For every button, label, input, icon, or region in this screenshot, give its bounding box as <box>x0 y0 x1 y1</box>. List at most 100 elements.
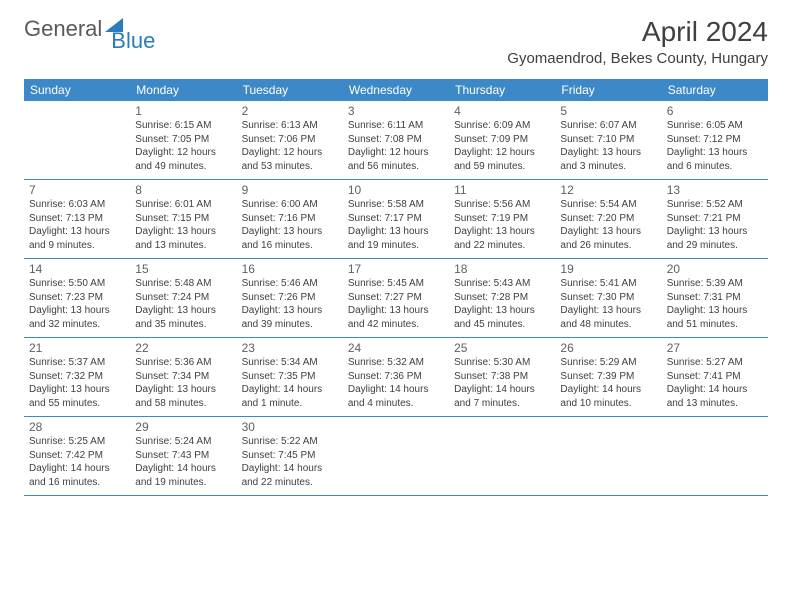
sunset-line: Sunset: 7:17 PM <box>348 212 444 226</box>
day-header: Saturday <box>662 79 768 101</box>
sunset-line: Sunset: 7:08 PM <box>348 133 444 147</box>
sunset-line: Sunset: 7:13 PM <box>29 212 125 226</box>
day-number: 15 <box>135 262 231 276</box>
day-header: Monday <box>130 79 236 101</box>
sunset-line: Sunset: 7:09 PM <box>454 133 550 147</box>
sunrise-line: Sunrise: 5:32 AM <box>348 356 444 370</box>
sunset-line: Sunset: 7:28 PM <box>454 291 550 305</box>
sunrise-line: Sunrise: 5:30 AM <box>454 356 550 370</box>
day-cell: 26Sunrise: 5:29 AMSunset: 7:39 PMDayligh… <box>555 338 661 416</box>
day-number: 12 <box>560 183 656 197</box>
day-number: 20 <box>667 262 763 276</box>
day-header: Thursday <box>449 79 555 101</box>
sunrise-line: Sunrise: 5:48 AM <box>135 277 231 291</box>
sunrise-line: Sunrise: 6:05 AM <box>667 119 763 133</box>
day-number: 3 <box>348 104 444 118</box>
day-cell <box>555 417 661 495</box>
title-block: April 2024 Gyomaendrod, Bekes County, Hu… <box>507 16 768 67</box>
day-cell: 2Sunrise: 6:13 AMSunset: 7:06 PMDaylight… <box>237 101 343 179</box>
sunset-line: Sunset: 7:23 PM <box>29 291 125 305</box>
day-cell: 9Sunrise: 6:00 AMSunset: 7:16 PMDaylight… <box>237 180 343 258</box>
daylight-line: Daylight: 13 hours and 58 minutes. <box>135 383 231 410</box>
sunset-line: Sunset: 7:36 PM <box>348 370 444 384</box>
day-number: 5 <box>560 104 656 118</box>
sunrise-line: Sunrise: 6:13 AM <box>242 119 338 133</box>
day-cell <box>449 417 555 495</box>
sunset-line: Sunset: 7:21 PM <box>667 212 763 226</box>
sunrise-line: Sunrise: 5:29 AM <box>560 356 656 370</box>
day-cell: 13Sunrise: 5:52 AMSunset: 7:21 PMDayligh… <box>662 180 768 258</box>
sunset-line: Sunset: 7:41 PM <box>667 370 763 384</box>
day-cell: 14Sunrise: 5:50 AMSunset: 7:23 PMDayligh… <box>24 259 130 337</box>
sunset-line: Sunset: 7:05 PM <box>135 133 231 147</box>
day-number: 29 <box>135 420 231 434</box>
sunset-line: Sunset: 7:10 PM <box>560 133 656 147</box>
day-number: 25 <box>454 341 550 355</box>
sunrise-line: Sunrise: 5:58 AM <box>348 198 444 212</box>
daylight-line: Daylight: 12 hours and 53 minutes. <box>242 146 338 173</box>
sunrise-line: Sunrise: 6:15 AM <box>135 119 231 133</box>
day-header: Sunday <box>24 79 130 101</box>
week-row: 14Sunrise: 5:50 AMSunset: 7:23 PMDayligh… <box>24 259 768 338</box>
sunrise-line: Sunrise: 6:00 AM <box>242 198 338 212</box>
day-cell: 7Sunrise: 6:03 AMSunset: 7:13 PMDaylight… <box>24 180 130 258</box>
day-cell: 30Sunrise: 5:22 AMSunset: 7:45 PMDayligh… <box>237 417 343 495</box>
daylight-line: Daylight: 13 hours and 39 minutes. <box>242 304 338 331</box>
day-cell: 22Sunrise: 5:36 AMSunset: 7:34 PMDayligh… <box>130 338 236 416</box>
week-row: 1Sunrise: 6:15 AMSunset: 7:05 PM Daylight… <box>24 101 768 180</box>
daylight-line: Daylight: 13 hours and 42 minutes. <box>348 304 444 331</box>
sunrise-line: Sunrise: 5:22 AM <box>242 435 338 449</box>
daylight-line: Daylight: 13 hours and 19 minutes. <box>348 225 444 252</box>
sunrise-line: Sunrise: 6:03 AM <box>29 198 125 212</box>
sunrise-line: Sunrise: 6:01 AM <box>135 198 231 212</box>
day-number: 24 <box>348 341 444 355</box>
day-number: 13 <box>667 183 763 197</box>
daylight-line: Daylight: 13 hours and 9 minutes. <box>29 225 125 252</box>
day-number: 26 <box>560 341 656 355</box>
day-cell: 10Sunrise: 5:58 AMSunset: 7:17 PMDayligh… <box>343 180 449 258</box>
day-number: 10 <box>348 183 444 197</box>
daylight-line: Daylight: 12 hours and 59 minutes. <box>454 146 550 173</box>
daylight-line: Daylight: 13 hours and 32 minutes. <box>29 304 125 331</box>
daylight-line: Daylight: 12 hours and 56 minutes. <box>348 146 444 173</box>
day-cell: 11Sunrise: 5:56 AMSunset: 7:19 PMDayligh… <box>449 180 555 258</box>
day-cell: 23Sunrise: 5:34 AMSunset: 7:35 PMDayligh… <box>237 338 343 416</box>
location-subtitle: Gyomaendrod, Bekes County, Hungary <box>507 50 768 67</box>
sunrise-line: Sunrise: 5:25 AM <box>29 435 125 449</box>
sunrise-line: Sunrise: 5:36 AM <box>135 356 231 370</box>
day-number: 9 <box>242 183 338 197</box>
sunset-line: Sunset: 7:06 PM <box>242 133 338 147</box>
day-number: 2 <box>242 104 338 118</box>
sunset-line: Sunset: 7:31 PM <box>667 291 763 305</box>
daylight-line: Daylight: 13 hours and 6 minutes. <box>667 146 763 173</box>
sunrise-line: Sunrise: 5:52 AM <box>667 198 763 212</box>
day-cell: 18Sunrise: 5:43 AMSunset: 7:28 PMDayligh… <box>449 259 555 337</box>
sunset-line: Sunset: 7:15 PM <box>135 212 231 226</box>
day-cell: 8Sunrise: 6:01 AMSunset: 7:15 PMDaylight… <box>130 180 236 258</box>
weeks-container: 1Sunrise: 6:15 AMSunset: 7:05 PM Daylight… <box>24 101 768 496</box>
sunset-line: Sunset: 7:12 PM <box>667 133 763 147</box>
sunrise-line: Sunrise: 5:37 AM <box>29 356 125 370</box>
day-cell: 21Sunrise: 5:37 AMSunset: 7:32 PMDayligh… <box>24 338 130 416</box>
day-number: 22 <box>135 341 231 355</box>
daylight-line: Daylight: 14 hours and 19 minutes. <box>135 462 231 489</box>
daylight-line: Daylight: 14 hours and 13 minutes. <box>667 383 763 410</box>
sunset-line: Sunset: 7:43 PM <box>135 449 231 463</box>
day-cell: 25Sunrise: 5:30 AMSunset: 7:38 PMDayligh… <box>449 338 555 416</box>
day-cell: 5Sunrise: 6:07 AMSunset: 7:10 PMDaylight… <box>555 101 661 179</box>
day-number: 27 <box>667 341 763 355</box>
day-cell <box>24 101 130 179</box>
day-number: 28 <box>29 420 125 434</box>
sunset-line: Sunset: 7:26 PM <box>242 291 338 305</box>
daylight-line: Daylight: 14 hours and 1 minute. <box>242 383 338 410</box>
day-header: Friday <box>555 79 661 101</box>
day-cell: 17Sunrise: 5:45 AMSunset: 7:27 PMDayligh… <box>343 259 449 337</box>
logo-text-general: General <box>24 16 102 42</box>
day-number: 1 <box>135 104 231 118</box>
day-cell: 29Sunrise: 5:24 AMSunset: 7:43 PMDayligh… <box>130 417 236 495</box>
week-row: 28Sunrise: 5:25 AMSunset: 7:42 PMDayligh… <box>24 417 768 496</box>
header: General Blue April 2024 Gyomaendrod, Bek… <box>0 0 792 73</box>
sunrise-line: Sunrise: 5:39 AM <box>667 277 763 291</box>
day-cell: 6Sunrise: 6:05 AMSunset: 7:12 PMDaylight… <box>662 101 768 179</box>
sunrise-line: Sunrise: 5:41 AM <box>560 277 656 291</box>
